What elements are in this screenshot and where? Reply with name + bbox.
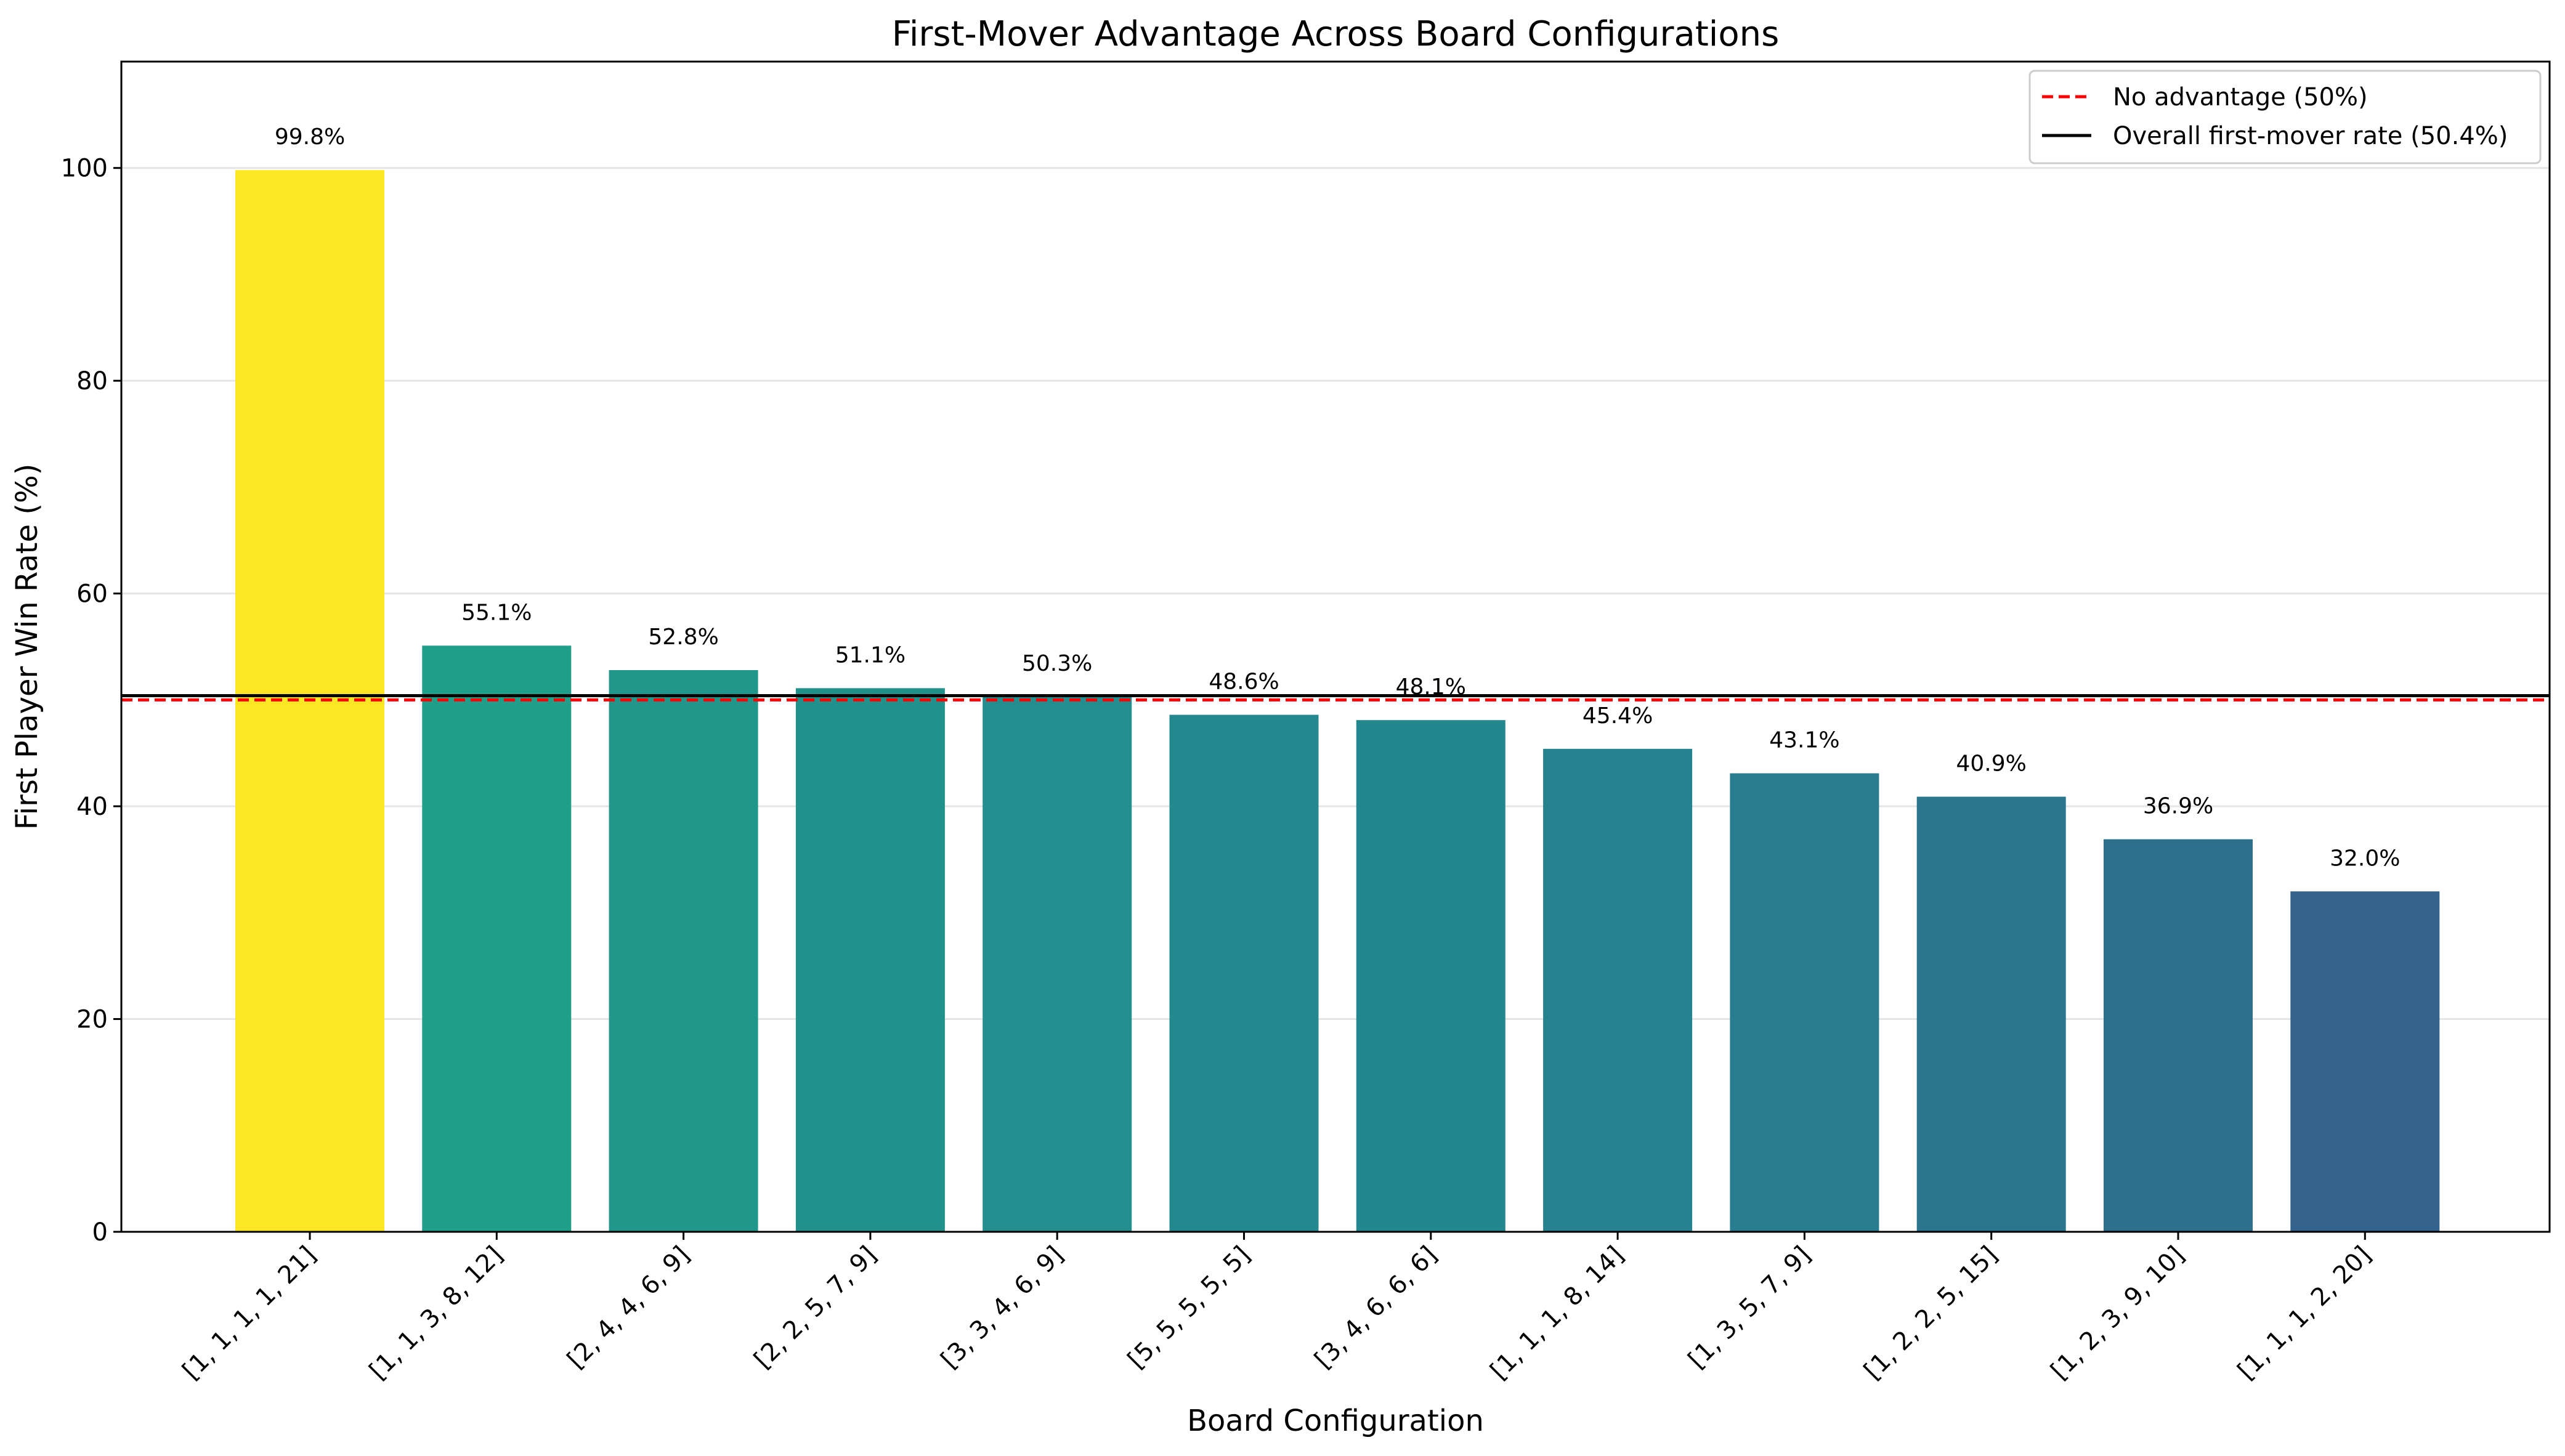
y-tick-label: 60	[76, 580, 108, 609]
bar	[2290, 891, 2440, 1232]
bar-value-label: 99.8%	[275, 124, 345, 150]
bar	[795, 688, 945, 1232]
bar	[1543, 748, 1693, 1232]
y-tick-label: 40	[76, 793, 108, 821]
bar	[609, 670, 758, 1232]
bar-value-label: 50.3%	[1022, 651, 1092, 676]
legend-label-overall-rate: Overall first-mover rate (50.4%)	[2113, 122, 2508, 150]
bar	[983, 697, 1132, 1232]
bar	[422, 645, 572, 1232]
legend: No advantage (50%) Overall first-mover r…	[2028, 70, 2542, 164]
y-tick-label: 100	[61, 155, 108, 183]
legend-box	[2028, 70, 2542, 164]
data-labels: 99.8% 55.1% 52.8% 51.1% 50.3% 48.6% 48.1% 45.4%…	[275, 124, 2401, 871]
bar-value-label: 40.9%	[1956, 751, 2027, 777]
bar	[1169, 714, 1319, 1232]
bar-value-label: 51.1%	[835, 642, 906, 668]
plot-frame	[120, 60, 2551, 1233]
bar	[1916, 796, 2066, 1232]
bar-value-label: 48.1%	[1396, 674, 1466, 700]
y-tick-label: 80	[76, 367, 108, 395]
bar-value-label: 45.4%	[1582, 703, 1653, 729]
y-tick-label: 0	[92, 1218, 108, 1247]
chart-title: First-Mover Advantage Across Board Confi…	[892, 14, 1780, 54]
y-axis-label: First Player Win Rate (%)	[10, 464, 44, 830]
bar	[2104, 839, 2253, 1232]
bar	[1356, 720, 1505, 1232]
bar-value-label: 55.1%	[461, 600, 532, 625]
y-axis: 0 20 40 60 80 100	[61, 155, 121, 1247]
y-tick-label: 20	[76, 1006, 108, 1034]
bar-value-label: 52.8%	[648, 625, 718, 650]
legend-label-no-advantage: No advantage (50%)	[2113, 83, 2368, 111]
reference-lines	[121, 694, 2550, 702]
x-axis-label: Board Configuration	[1187, 1404, 1484, 1438]
bar-value-label: 32.0%	[2330, 846, 2400, 871]
bar-value-label: 43.1%	[1769, 728, 1839, 753]
bar	[1730, 773, 1879, 1232]
bars	[235, 170, 2440, 1232]
bar-value-label: 48.6%	[1209, 669, 1279, 695]
bar-value-label: 36.9%	[2143, 794, 2213, 819]
